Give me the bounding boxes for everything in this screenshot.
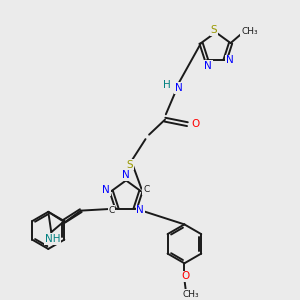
Text: S: S — [127, 160, 133, 170]
Text: N: N — [175, 83, 183, 93]
Text: C: C — [108, 206, 115, 215]
Text: CH₃: CH₃ — [183, 290, 199, 299]
Text: CH₃: CH₃ — [241, 27, 258, 36]
Text: H: H — [163, 80, 171, 90]
Text: C: C — [143, 185, 149, 194]
Text: O: O — [192, 118, 200, 129]
Text: NH: NH — [45, 234, 61, 244]
Text: O: O — [181, 272, 189, 281]
Text: S: S — [210, 25, 217, 35]
Text: N: N — [204, 61, 212, 71]
Text: N: N — [102, 185, 110, 195]
Text: N: N — [226, 56, 233, 65]
Text: N: N — [122, 170, 130, 180]
Text: N: N — [136, 206, 144, 215]
